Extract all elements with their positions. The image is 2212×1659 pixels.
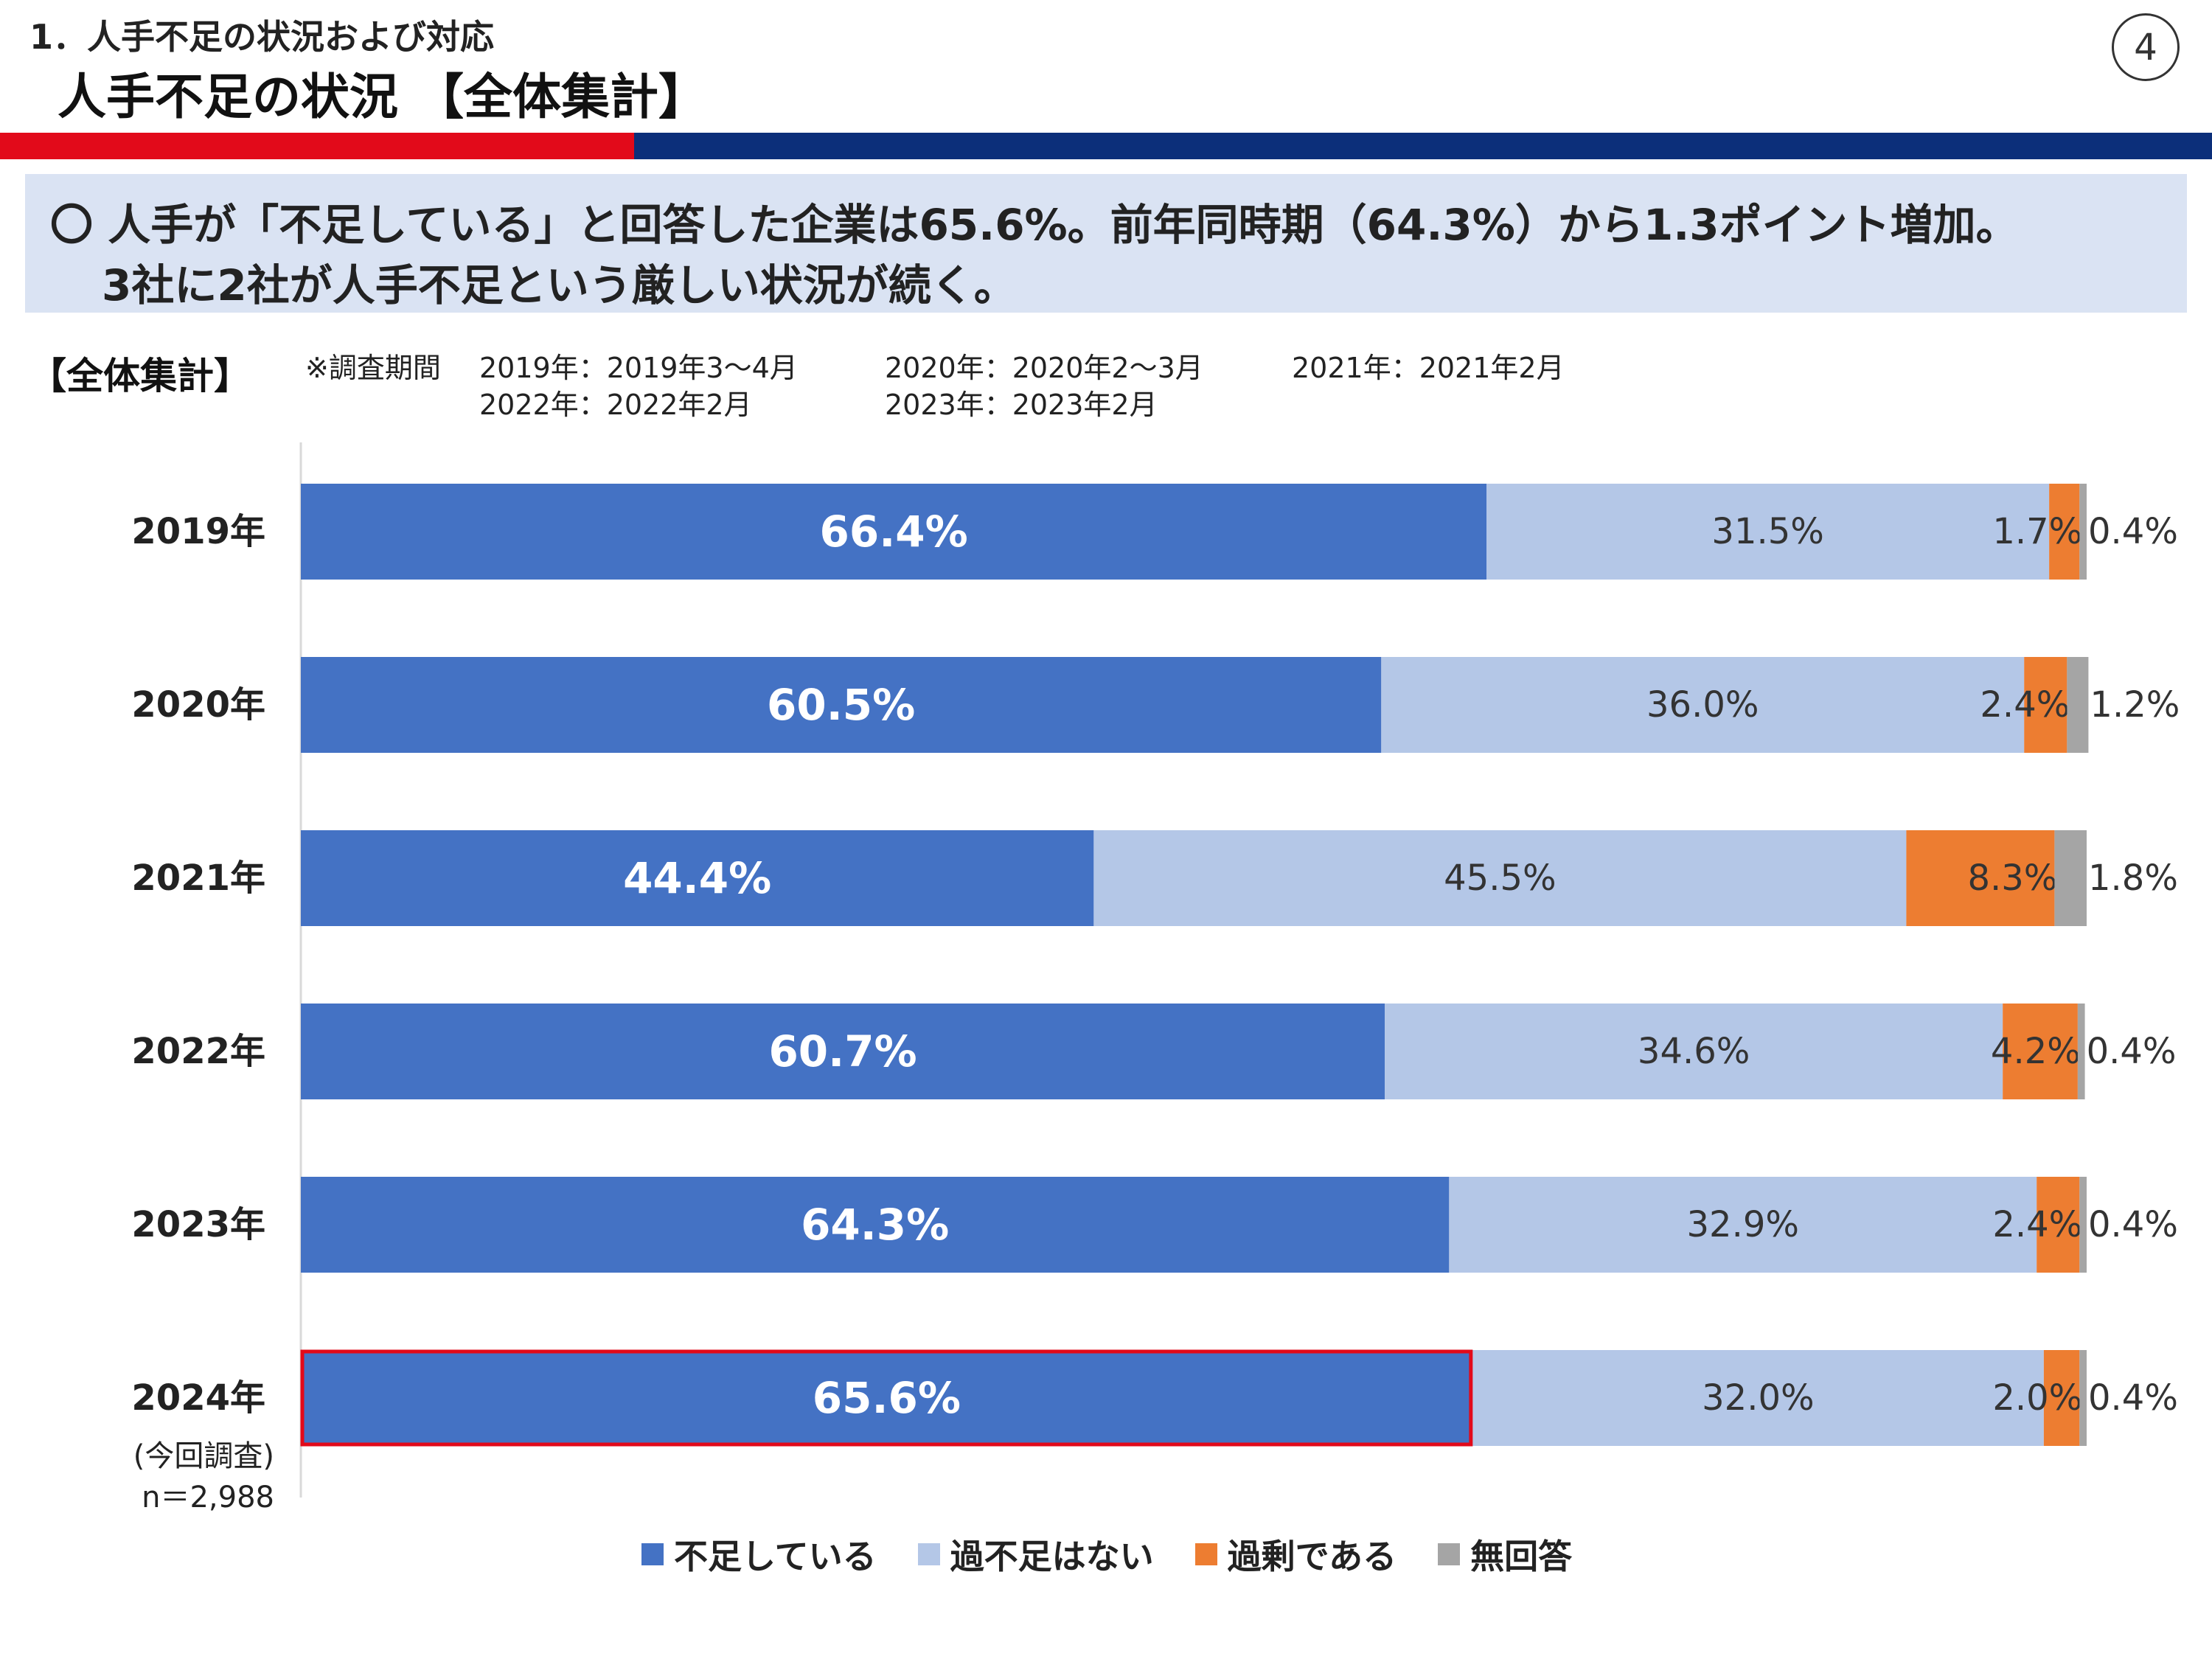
data-label-2021-surplus: 8.3% bbox=[1967, 858, 2057, 899]
summary-line-2: 3社に2社が人手不足という厳しい状況が続く。 bbox=[102, 260, 1017, 310]
bar-2024-surplus bbox=[2043, 1350, 2080, 1446]
data-label-2019-shortage: 66.4% bbox=[819, 507, 967, 557]
accent-bar-navy bbox=[634, 133, 2212, 159]
survey-period-2020: 2020年：2020年2～3月 bbox=[885, 352, 1203, 384]
legend-item-balanced: 過不足はない bbox=[917, 1530, 1154, 1579]
category-label-2022: 2022年 bbox=[131, 1031, 265, 1072]
highlight-outline-2024 bbox=[300, 1349, 1473, 1447]
bar-2022-no-answer bbox=[2077, 1004, 2085, 1099]
bar-2022-balanced bbox=[1385, 1004, 2003, 1099]
category-note-2024-1: (今回調査) bbox=[133, 1439, 274, 1473]
stacked-bar-chart: 2019年 66.4% 31.5% 1.7% 0.4%2020年 60.5% 36.0% 2.… bbox=[131, 442, 2180, 1514]
data-label-2020-shortage: 60.5% bbox=[767, 680, 915, 730]
accent-bar-red bbox=[0, 133, 634, 159]
bar-2023-no-answer bbox=[2079, 1177, 2087, 1273]
legend-swatch-surplus bbox=[1194, 1543, 1217, 1565]
data-label-2024-surplus: 2.0% bbox=[1992, 1377, 2082, 1419]
bar-2022-surplus bbox=[2003, 1004, 2078, 1099]
legend-item-shortage: 不足している bbox=[641, 1530, 877, 1579]
bar-2020-no-answer bbox=[2067, 657, 2089, 753]
data-label-2023-surplus: 2.4% bbox=[1992, 1204, 2082, 1245]
data-label-2019-surplus: 1.7% bbox=[1992, 511, 2082, 552]
bar-2023-surplus bbox=[2037, 1177, 2080, 1273]
bar-2020-surplus bbox=[2024, 657, 2067, 753]
legend-swatch-shortage bbox=[641, 1543, 664, 1565]
legend-swatch-balanced bbox=[917, 1543, 940, 1565]
bar-2024-balanced bbox=[1472, 1350, 2044, 1446]
bar-2019-balanced bbox=[1486, 484, 2050, 580]
category-label-2021: 2021年 bbox=[131, 858, 265, 899]
survey-period-2023: 2023年：2023年2月 bbox=[885, 389, 1158, 421]
bar-2021-surplus bbox=[1906, 830, 2055, 926]
legend-item-no-answer: 無回答 bbox=[1438, 1530, 1572, 1579]
bar-2020-shortage bbox=[301, 657, 1382, 753]
survey-period-2022: 2022年：2022年2月 bbox=[479, 389, 752, 421]
data-label-2021-shortage: 44.4% bbox=[623, 853, 771, 903]
legend-label-no-answer: 無回答 bbox=[1470, 1537, 1573, 1576]
data-label-2024-balanced: 32.0% bbox=[1702, 1377, 1814, 1419]
data-label-2022-no-answer: 0.4% bbox=[2087, 1031, 2177, 1072]
page-title: 人手不足の状況 【全体集計】 bbox=[58, 69, 707, 125]
bar-2022-shortage bbox=[301, 1004, 1385, 1099]
category-label-2024: 2024年 bbox=[131, 1377, 265, 1419]
bar-2023-shortage bbox=[301, 1177, 1450, 1273]
legend-label-surplus: 過剰である bbox=[1227, 1537, 1397, 1576]
data-label-2022-balanced: 34.6% bbox=[1638, 1031, 1750, 1072]
data-label-2023-no-answer: 0.4% bbox=[2088, 1204, 2178, 1245]
summary-line-1: 〇 人手が「不足している」と回答した企業は65.6%。前年同時期（64.3%）か… bbox=[50, 200, 2019, 250]
legend-item-surplus: 過剰である bbox=[1194, 1530, 1397, 1579]
data-label-2020-no-answer: 1.2% bbox=[2090, 684, 2180, 726]
bar-2021-no-answer bbox=[2054, 830, 2087, 926]
survey-period-label: ※調査期間 bbox=[305, 352, 441, 384]
data-label-2020-balanced: 36.0% bbox=[1646, 684, 1759, 726]
bar-2024-no-answer bbox=[2079, 1350, 2087, 1446]
data-label-2019-no-answer: 0.4% bbox=[2088, 511, 2178, 552]
category-label-2020: 2020年 bbox=[131, 684, 265, 726]
chart-legend: 不足している 過不足はない 過剰である 無回答 bbox=[641, 1530, 1572, 1579]
bar-2021-balanced bbox=[1093, 830, 1907, 926]
page-number: 4 bbox=[2112, 13, 2180, 81]
data-label-2024-no-answer: 0.4% bbox=[2088, 1377, 2178, 1419]
data-label-2023-shortage: 64.3% bbox=[801, 1200, 949, 1250]
data-label-2022-shortage: 60.7% bbox=[768, 1026, 917, 1077]
data-label-2023-balanced: 32.9% bbox=[1687, 1204, 1799, 1245]
survey-period-2019: 2019年：2019年3～4月 bbox=[479, 352, 798, 384]
data-label-2019-balanced: 31.5% bbox=[1711, 511, 1823, 552]
category-label-2019: 2019年 bbox=[131, 511, 265, 552]
category-note-2024-2: n＝2,988 bbox=[142, 1481, 274, 1514]
summary-box: 〇 人手が「不足している」と回答した企業は65.6%。前年同時期（64.3%）か… bbox=[25, 174, 2187, 313]
data-label-2024-shortage: 65.6% bbox=[813, 1373, 961, 1423]
bar-2021-shortage bbox=[301, 830, 1094, 926]
data-label-2021-balanced: 45.5% bbox=[1444, 858, 1556, 899]
section-title: 1．人手不足の状況および対応 bbox=[29, 17, 495, 57]
bar-2019-no-answer bbox=[2079, 484, 2087, 580]
data-label-2020-surplus: 2.4% bbox=[1980, 684, 2070, 726]
category-label-2023: 2023年 bbox=[131, 1204, 265, 1245]
bar-2024-shortage bbox=[301, 1350, 1472, 1446]
bar-2020-balanced bbox=[1381, 657, 2025, 753]
scope-label: 【全体集計】 bbox=[29, 355, 251, 397]
legend-label-shortage: 不足している bbox=[674, 1537, 877, 1576]
legend-swatch-no-answer bbox=[1438, 1543, 1461, 1565]
survey-period-2021: 2021年：2021年2月 bbox=[1292, 352, 1565, 384]
data-label-2021-no-answer: 1.8% bbox=[2088, 858, 2178, 899]
legend-label-balanced: 過不足はない bbox=[950, 1537, 1154, 1576]
bar-2023-balanced bbox=[1449, 1177, 2037, 1273]
bar-2019-surplus bbox=[2049, 484, 2080, 580]
bar-2019-shortage bbox=[301, 484, 1487, 580]
data-label-2022-surplus: 4.2% bbox=[1991, 1031, 2081, 1072]
